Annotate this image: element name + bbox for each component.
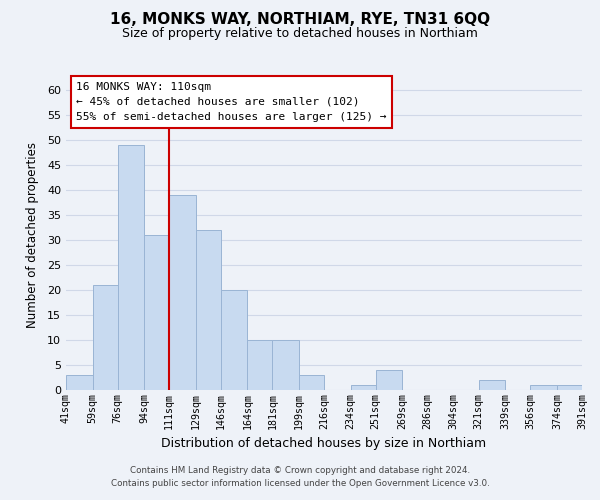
Bar [92, 285, 118, 390]
Bar [350, 385, 376, 390]
Bar [376, 370, 402, 390]
Bar [221, 290, 247, 390]
Bar [557, 385, 582, 390]
Bar [66, 375, 92, 390]
Bar [479, 380, 505, 390]
Bar [299, 375, 324, 390]
Text: 16 MONKS WAY: 110sqm
← 45% of detached houses are smaller (102)
55% of semi-deta: 16 MONKS WAY: 110sqm ← 45% of detached h… [76, 82, 387, 122]
Y-axis label: Number of detached properties: Number of detached properties [26, 142, 38, 328]
Bar [247, 340, 272, 390]
Bar [118, 145, 144, 390]
Text: 16, MONKS WAY, NORTHIAM, RYE, TN31 6QQ: 16, MONKS WAY, NORTHIAM, RYE, TN31 6QQ [110, 12, 490, 28]
Bar [144, 235, 169, 390]
Text: Contains HM Land Registry data © Crown copyright and database right 2024.
Contai: Contains HM Land Registry data © Crown c… [110, 466, 490, 487]
Bar [196, 230, 221, 390]
X-axis label: Distribution of detached houses by size in Northiam: Distribution of detached houses by size … [161, 437, 487, 450]
Bar [169, 195, 196, 390]
Bar [530, 385, 557, 390]
Text: Size of property relative to detached houses in Northiam: Size of property relative to detached ho… [122, 28, 478, 40]
Bar [272, 340, 299, 390]
